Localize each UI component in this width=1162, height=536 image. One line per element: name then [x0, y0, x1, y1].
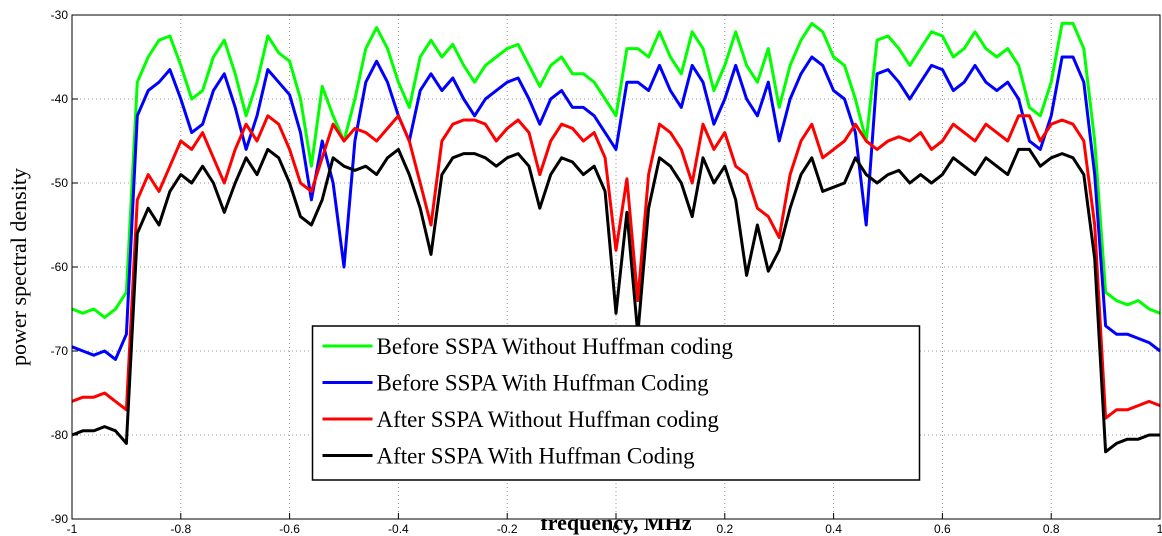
- x-tick-label: 0.8: [1043, 522, 1060, 536]
- x-tick-label: -1: [67, 522, 78, 536]
- legend-label: Before SSPA Without Huffman coding: [377, 334, 734, 359]
- x-tick-label: -0.4: [388, 522, 409, 536]
- plot-frame: [71, 14, 1161, 520]
- x-tick-label: 0.2: [716, 522, 733, 536]
- x-tick-label: 0.6: [934, 522, 951, 536]
- y-tick-label: -30: [51, 8, 69, 22]
- legend-label: After SSPA Without Huffman coding: [377, 407, 720, 432]
- legend: Before SSPA Without Huffman coding Before…: [311, 325, 921, 481]
- x-tick-label: 0.4: [825, 522, 842, 536]
- y-axis-label: power spectral density: [6, 168, 31, 366]
- y-tick-label: -60: [51, 260, 69, 274]
- series-line: [71, 55, 1161, 361]
- legend-label: Before SSPA With Huffman Coding: [377, 371, 710, 396]
- x-tick-label: -0.8: [170, 522, 191, 536]
- legend-box: [311, 325, 921, 481]
- y-tick-label: -50: [51, 176, 69, 190]
- y-tick-label: -80: [51, 428, 69, 442]
- x-tick-label: -0.2: [497, 522, 518, 536]
- x-tick-label: 1: [1157, 522, 1162, 536]
- y-tick-label: -90: [51, 512, 69, 526]
- x-tick-label: 0: [613, 522, 620, 536]
- y-tick-label: -40: [51, 92, 69, 106]
- x-tick-label: -0.6: [279, 522, 300, 536]
- y-tick-label: -70: [51, 344, 69, 358]
- legend-label: After SSPA With Huffman Coding: [377, 444, 696, 469]
- series-line: [71, 147, 1160, 454]
- series-line: [71, 21, 1161, 319]
- series-line: [71, 114, 1161, 420]
